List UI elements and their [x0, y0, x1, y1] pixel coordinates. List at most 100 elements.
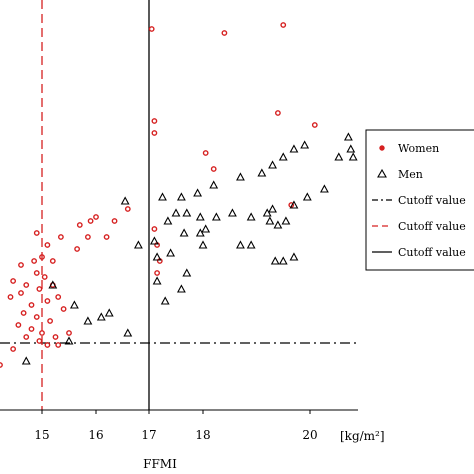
men-point: [270, 256, 280, 265]
men-point: [198, 240, 208, 249]
men-point: [120, 196, 130, 205]
women-point: [36, 286, 43, 292]
men-point: [104, 308, 114, 317]
men-point: [195, 212, 205, 221]
women-point: [103, 234, 110, 240]
women-point: [93, 214, 99, 220]
women-point: [124, 206, 131, 212]
men-point: [123, 328, 133, 337]
women-point: [49, 258, 56, 264]
women-point: [210, 166, 217, 172]
women-point: [33, 314, 40, 320]
men-point: [176, 192, 186, 201]
women-point: [55, 342, 62, 348]
legend-women-symbol: [379, 145, 385, 151]
women-point: [44, 342, 51, 348]
women-point: [280, 22, 287, 28]
men-point: [343, 132, 353, 141]
women-point: [15, 322, 22, 328]
women-point: [31, 258, 38, 264]
women-point: [28, 302, 35, 308]
x-tick-label: 18: [195, 428, 210, 442]
men-point: [160, 296, 170, 305]
men-point: [289, 200, 299, 209]
men-point: [152, 252, 162, 261]
men-point: [246, 212, 256, 221]
women-point: [23, 334, 30, 340]
women-point: [33, 230, 40, 236]
men-point: [64, 336, 74, 345]
women-point: [58, 234, 64, 240]
women-point: [111, 218, 118, 224]
women-point: [311, 122, 318, 128]
women-point: [23, 282, 30, 288]
women-point: [151, 130, 158, 136]
women-point: [10, 346, 17, 352]
women-point: [87, 218, 94, 224]
data-points: [0, 22, 358, 368]
legend-men-symbol: [377, 168, 387, 178]
women-point: [7, 294, 14, 300]
men-point: [171, 208, 181, 217]
men-point: [182, 268, 192, 277]
cutoff-lines: [0, 0, 358, 410]
legend-label: Cutoff value: [398, 220, 466, 233]
men-point: [149, 236, 159, 245]
men-point: [176, 284, 186, 293]
women-point: [55, 294, 62, 300]
women-point: [28, 326, 35, 332]
x-tick-label: 20: [302, 428, 317, 442]
legend: Women Men Cutoff value Cutoff value Cutoff v…: [365, 129, 474, 271]
men-point: [346, 144, 356, 153]
women-point: [18, 262, 24, 268]
men-point: [289, 144, 299, 153]
men-point: [228, 208, 237, 217]
women-point: [0, 362, 3, 368]
men-point: [268, 160, 277, 169]
men-point: [182, 208, 192, 217]
men-point: [334, 152, 344, 161]
men-point: [302, 192, 312, 201]
legend-label: Women: [398, 142, 439, 155]
legend-label: Men: [398, 168, 423, 181]
men-point: [201, 224, 211, 233]
men-point: [211, 212, 221, 221]
men-point: [268, 204, 277, 213]
women-point: [151, 118, 158, 124]
men-point: [195, 228, 205, 237]
men-point: [163, 216, 173, 225]
men-point: [209, 180, 219, 189]
legend-label: Cutoff value: [398, 194, 466, 207]
men-point: [319, 184, 329, 193]
men-point: [278, 256, 288, 265]
women-point: [274, 110, 281, 116]
men-point: [158, 192, 167, 201]
women-point: [74, 246, 81, 252]
men-point: [83, 316, 93, 325]
women-point: [47, 318, 53, 324]
women-point: [36, 338, 43, 344]
men-point: [257, 168, 267, 177]
women-point: [52, 334, 59, 340]
men-point: [265, 216, 275, 225]
women-point: [33, 270, 40, 276]
men-point: [152, 276, 162, 285]
women-point: [39, 254, 45, 260]
men-point: [348, 152, 358, 161]
women-point: [66, 330, 72, 336]
women-point: [20, 310, 27, 316]
men-point: [300, 140, 310, 149]
x-axis-unit: [kg/m²]: [340, 429, 385, 443]
men-point: [289, 252, 299, 261]
legend-box: [365, 129, 474, 271]
women-point: [76, 222, 83, 228]
women-point: [221, 30, 228, 36]
women-point: [44, 242, 51, 248]
women-point: [148, 26, 155, 32]
men-point: [179, 228, 189, 237]
women-point: [60, 306, 67, 312]
legend-label: Cutoff value: [398, 246, 466, 259]
men-point: [96, 312, 106, 321]
men-point: [278, 152, 288, 161]
men-point: [21, 356, 31, 365]
